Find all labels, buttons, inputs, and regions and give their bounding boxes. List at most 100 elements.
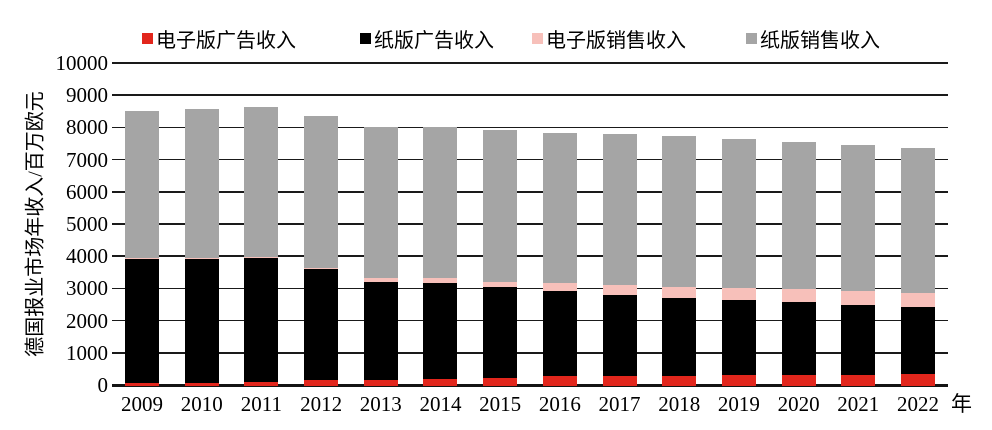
bar-segment-电子版销售收入-2021 — [841, 290, 876, 305]
bar-segment-纸版广告收入-2010 — [184, 258, 219, 383]
bar-segment-纸版销售收入-2014 — [423, 127, 458, 279]
bar-segment-电子版广告收入-2011 — [244, 381, 279, 386]
bar-segment-纸版销售收入-2015 — [483, 130, 518, 282]
bar-segment-电子版广告收入-2016 — [542, 376, 577, 386]
bar-segment-纸版广告收入-2009 — [125, 258, 159, 384]
bar-segment-电子版广告收入-2022 — [901, 374, 935, 386]
bar-segment-纸版销售收入-2016 — [542, 132, 577, 284]
x-tick-label: 2016 — [538, 392, 581, 416]
bar-segment-电子版销售收入-2020 — [781, 288, 816, 303]
bar-segment-纸版广告收入-2012 — [304, 269, 339, 381]
legend-item-电子版广告收入: 电子版广告收入 — [142, 24, 296, 53]
bar-segment-电子版广告收入-2010 — [184, 382, 219, 386]
gridline — [112, 62, 948, 64]
bar-segment-电子版销售收入-2011 — [244, 257, 279, 258]
bar-segment-纸版广告收入-2020 — [781, 302, 816, 376]
bar-segment-电子版销售收入-2018 — [662, 286, 697, 299]
x-axis-line — [112, 383, 948, 387]
bar-segment-纸版广告收入-2011 — [244, 258, 279, 382]
bar-segment-电子版广告收入-2013 — [363, 379, 398, 386]
x-tick-label: 2013 — [359, 392, 402, 416]
gridline — [112, 287, 948, 290]
bar-segment-纸版广告收入-2016 — [542, 290, 577, 377]
bar-segment-电子版广告收入-2020 — [781, 375, 816, 386]
y-tick-label: 5000 — [66, 212, 108, 236]
y-tick-label: 3000 — [66, 276, 108, 301]
bar-segment-纸版广告收入-2018 — [662, 298, 697, 376]
x-tick-label: 2019 — [717, 392, 760, 416]
x-tick-label: 2021 — [837, 392, 880, 416]
bar-segment-纸版广告收入-2021 — [841, 305, 876, 376]
bar-segment-电子版销售收入-2017 — [602, 285, 637, 295]
gridline — [112, 94, 948, 96]
bar-segment-电子版销售收入-2022 — [901, 292, 935, 308]
gridline — [112, 126, 948, 129]
legend-swatch-icon — [360, 33, 371, 44]
x-tick-label: 2020 — [777, 392, 820, 416]
bar-segment-电子版销售收入-2019 — [721, 288, 756, 300]
legend-swatch-icon — [746, 33, 757, 44]
y-tick-label: 10000 — [55, 51, 109, 75]
bar-segment-电子版销售收入-2015 — [483, 281, 518, 288]
y-tick-label: 6000 — [66, 179, 108, 204]
bar-segment-电子版广告收入-2014 — [423, 378, 458, 386]
bar-segment-纸版销售收入-2009 — [125, 110, 159, 258]
legend-label: 电子版销售收入 — [546, 30, 686, 52]
legend-label: 纸版广告收入 — [374, 30, 494, 52]
legend-label: 纸版销售收入 — [760, 30, 880, 52]
chart-legend: 电子版广告收入 纸版广告收入 电子版销售收入 纸版销售收入 — [142, 24, 880, 53]
legend-swatch-icon — [532, 33, 543, 44]
bar-segment-电子版广告收入-2017 — [602, 376, 637, 386]
bar-segment-纸版广告收入-2019 — [721, 299, 756, 376]
x-tick-label: 2015 — [479, 392, 522, 416]
bar-segment-电子版销售收入-2016 — [542, 283, 577, 291]
x-tick-label: 2017 — [598, 392, 641, 416]
bar-segment-纸版广告收入-2014 — [423, 282, 458, 379]
bar-segment-纸版销售收入-2021 — [841, 144, 876, 291]
x-tick-label: 2014 — [419, 392, 462, 416]
legend-item-电子版销售收入: 电子版销售收入 — [532, 24, 686, 53]
gridline — [112, 223, 948, 225]
bar-segment-纸版广告收入-2017 — [602, 294, 637, 376]
bar-segment-纸版销售收入-2010 — [184, 109, 219, 258]
bar-segment-纸版销售收入-2012 — [304, 115, 339, 268]
bar-segment-电子版广告收入-2021 — [841, 375, 876, 386]
bar-segment-电子版广告收入-2019 — [721, 375, 756, 386]
legend-item-纸版销售收入: 纸版销售收入 — [746, 24, 880, 53]
bar-segment-纸版销售收入-2018 — [662, 136, 697, 287]
y-tick-label: 0 — [97, 373, 109, 397]
bar-segment-纸版销售收入-2020 — [781, 142, 816, 289]
bar-segment-纸版销售收入-2019 — [721, 138, 756, 289]
x-tick-label: 2012 — [300, 392, 343, 416]
bar-segment-电子版销售收入-2014 — [423, 278, 458, 283]
bar-segment-纸版广告收入-2013 — [363, 281, 398, 380]
x-axis-unit-label: 年 — [951, 392, 972, 416]
legend-item-纸版广告收入: 纸版广告收入 — [360, 24, 494, 53]
y-tick-label: 2000 — [66, 308, 108, 333]
bar-segment-电子版广告收入-2012 — [304, 380, 339, 386]
y-tick-label: 1000 — [66, 340, 108, 365]
y-tick-label: 7000 — [66, 147, 108, 172]
bar-segment-电子版销售收入-2013 — [363, 277, 398, 282]
gridline — [112, 158, 948, 161]
y-tick-label: 4000 — [66, 244, 108, 269]
gridline — [112, 352, 948, 354]
bar-segment-纸版销售收入-2011 — [244, 107, 279, 258]
bar-segment-电子版广告收入-2009 — [125, 383, 159, 386]
x-tick-label: 2010 — [180, 392, 223, 416]
gridline — [112, 255, 948, 257]
y-tick-label: 9000 — [66, 83, 108, 108]
bar-segment-电子版广告收入-2015 — [483, 378, 518, 386]
gridline — [112, 319, 948, 322]
bar-segment-纸版销售收入-2013 — [363, 126, 398, 278]
x-tick-label: 2009 — [121, 392, 163, 416]
x-tick-label: 2022 — [897, 392, 939, 416]
bar-segment-电子版销售收入-2012 — [304, 267, 339, 270]
legend-swatch-icon — [142, 33, 153, 44]
bar-segment-电子版广告收入-2018 — [662, 376, 697, 386]
legend-label: 电子版广告收入 — [156, 30, 296, 52]
y-tick-label: 8000 — [66, 115, 108, 140]
gridline — [112, 191, 948, 193]
x-tick-label: 2018 — [658, 392, 701, 416]
